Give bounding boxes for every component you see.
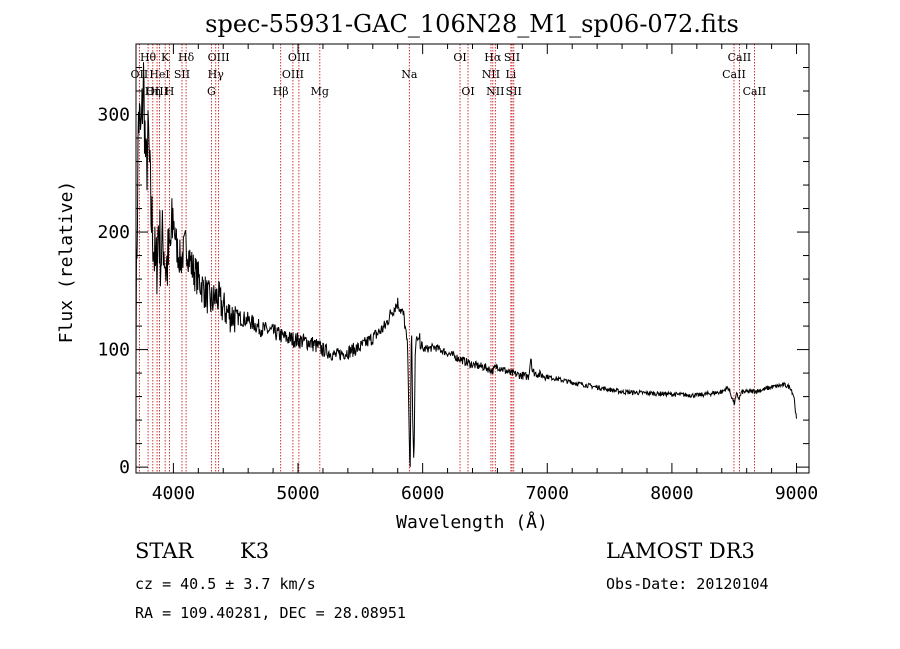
- coordinates-text: RA = 109.40281, DEC = 28.08951: [135, 604, 406, 622]
- line-label-17: OI: [453, 51, 466, 64]
- y-tick-label-3: 300: [97, 105, 130, 126]
- x-tick-label-2: 6000: [401, 483, 444, 504]
- line-label-25: CaII: [728, 51, 752, 64]
- line-label-3: K: [161, 51, 170, 64]
- x-tick-label-0: 4000: [152, 483, 195, 504]
- flux-line: [135, 62, 797, 468]
- x-tick-label-4: 8000: [650, 483, 693, 504]
- line-label-5: OIII: [146, 85, 168, 98]
- line-label-4: SII: [174, 68, 190, 81]
- line-label-21: NII: [486, 85, 504, 98]
- line-label-15: Mg: [311, 85, 329, 98]
- y-tick-label-1: 100: [97, 340, 130, 361]
- spectrum-chart: spec-55931-GAC_106N28_M1_sp06-072.fits W…: [56, 10, 818, 533]
- line-label-14: OIII: [282, 68, 304, 81]
- line-label-26: CaII: [722, 68, 746, 81]
- line-label-24: SII: [506, 85, 522, 98]
- line-label-9: OIII: [208, 51, 230, 64]
- line-label-12: Hβ: [273, 85, 289, 98]
- line-label-16: Na: [401, 68, 418, 81]
- line-label-11: G: [207, 85, 216, 98]
- line-label-7: H: [165, 85, 175, 98]
- line-label-22: SII: [504, 51, 520, 64]
- y-axis-label: Flux (relative): [56, 181, 77, 344]
- axis-ticks: 4000 5000 6000 7000 8000 9000 0 100 200 300: [97, 44, 818, 504]
- x-tick-label-1: 5000: [276, 483, 319, 504]
- line-label-10: Hγ: [208, 68, 225, 81]
- x-tick-label-3: 7000: [526, 483, 569, 504]
- redshift-text: cz = 40.5 ± 3.7 km/s: [135, 575, 316, 593]
- chart-title: spec-55931-GAC_106N28_M1_sp06-072.fits: [205, 10, 739, 38]
- line-label-23: Li: [505, 68, 516, 81]
- line-label-27: CaII: [743, 85, 767, 98]
- obs-date-text: Obs-Date: 20120104: [606, 575, 769, 593]
- object-subclass: K3: [240, 539, 270, 563]
- line-label-13: OIII: [288, 51, 310, 64]
- flux-series: [135, 62, 797, 468]
- plot-frame: [135, 43, 810, 474]
- y-tick-label-2: 200: [97, 222, 130, 243]
- line-label-18: OI: [461, 85, 474, 98]
- line-label-19: Hα: [484, 51, 502, 64]
- x-tick-label-5: 9000: [775, 483, 818, 504]
- line-label-0: Hθ: [140, 51, 157, 64]
- line-label-8: Hδ: [178, 51, 195, 64]
- line-label-1: OII: [131, 68, 149, 81]
- y-tick-label-0: 0: [119, 457, 130, 478]
- line-label-6: Hη: [145, 85, 161, 98]
- survey-name: LAMOST DR3: [606, 539, 755, 563]
- x-axis-label: Wavelength (Å): [396, 511, 548, 533]
- object-class: STAR: [135, 539, 194, 563]
- line-label-20: NII: [482, 68, 500, 81]
- line-label-2: HeI: [149, 68, 169, 81]
